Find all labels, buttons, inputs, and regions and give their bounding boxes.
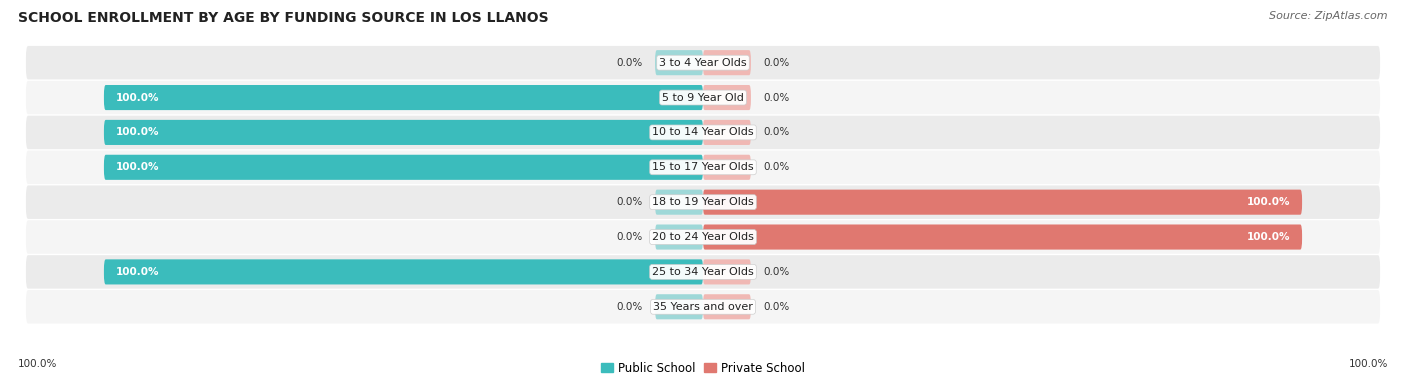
FancyBboxPatch shape	[25, 185, 1381, 219]
FancyBboxPatch shape	[25, 220, 1381, 254]
FancyBboxPatch shape	[703, 224, 1302, 250]
Text: 100.0%: 100.0%	[115, 127, 159, 138]
FancyBboxPatch shape	[25, 150, 1381, 184]
FancyBboxPatch shape	[25, 46, 1381, 80]
FancyBboxPatch shape	[703, 155, 751, 180]
FancyBboxPatch shape	[655, 190, 703, 215]
Text: 0.0%: 0.0%	[763, 58, 789, 68]
FancyBboxPatch shape	[25, 81, 1381, 114]
FancyBboxPatch shape	[104, 259, 703, 285]
Text: 18 to 19 Year Olds: 18 to 19 Year Olds	[652, 197, 754, 207]
Text: 100.0%: 100.0%	[1348, 359, 1388, 369]
Text: 5 to 9 Year Old: 5 to 9 Year Old	[662, 92, 744, 103]
Text: 0.0%: 0.0%	[763, 267, 789, 277]
Text: 0.0%: 0.0%	[617, 232, 643, 242]
FancyBboxPatch shape	[25, 116, 1381, 149]
Text: 100.0%: 100.0%	[115, 267, 159, 277]
Text: 10 to 14 Year Olds: 10 to 14 Year Olds	[652, 127, 754, 138]
FancyBboxPatch shape	[703, 50, 751, 75]
FancyBboxPatch shape	[703, 85, 751, 110]
FancyBboxPatch shape	[25, 255, 1381, 289]
Text: 35 Years and over: 35 Years and over	[652, 302, 754, 312]
Text: 20 to 24 Year Olds: 20 to 24 Year Olds	[652, 232, 754, 242]
FancyBboxPatch shape	[703, 294, 751, 319]
FancyBboxPatch shape	[703, 120, 751, 145]
FancyBboxPatch shape	[655, 224, 703, 250]
Text: Source: ZipAtlas.com: Source: ZipAtlas.com	[1270, 11, 1388, 21]
Text: 0.0%: 0.0%	[763, 127, 789, 138]
Text: 15 to 17 Year Olds: 15 to 17 Year Olds	[652, 162, 754, 172]
FancyBboxPatch shape	[104, 120, 703, 145]
Text: 3 to 4 Year Olds: 3 to 4 Year Olds	[659, 58, 747, 68]
FancyBboxPatch shape	[104, 85, 703, 110]
FancyBboxPatch shape	[104, 155, 703, 180]
Text: 0.0%: 0.0%	[617, 302, 643, 312]
Text: 0.0%: 0.0%	[763, 92, 789, 103]
Text: 0.0%: 0.0%	[763, 302, 789, 312]
Text: 100.0%: 100.0%	[18, 359, 58, 369]
Text: 100.0%: 100.0%	[1247, 232, 1291, 242]
FancyBboxPatch shape	[703, 259, 751, 285]
Text: 100.0%: 100.0%	[115, 92, 159, 103]
Text: SCHOOL ENROLLMENT BY AGE BY FUNDING SOURCE IN LOS LLANOS: SCHOOL ENROLLMENT BY AGE BY FUNDING SOUR…	[18, 11, 548, 25]
Text: 0.0%: 0.0%	[763, 162, 789, 172]
Text: 100.0%: 100.0%	[115, 162, 159, 172]
FancyBboxPatch shape	[655, 50, 703, 75]
Text: 0.0%: 0.0%	[617, 58, 643, 68]
FancyBboxPatch shape	[655, 294, 703, 319]
Legend: Public School, Private School: Public School, Private School	[596, 357, 810, 377]
FancyBboxPatch shape	[703, 190, 1302, 215]
Text: 25 to 34 Year Olds: 25 to 34 Year Olds	[652, 267, 754, 277]
Text: 0.0%: 0.0%	[617, 197, 643, 207]
FancyBboxPatch shape	[25, 290, 1381, 323]
Text: 100.0%: 100.0%	[1247, 197, 1291, 207]
